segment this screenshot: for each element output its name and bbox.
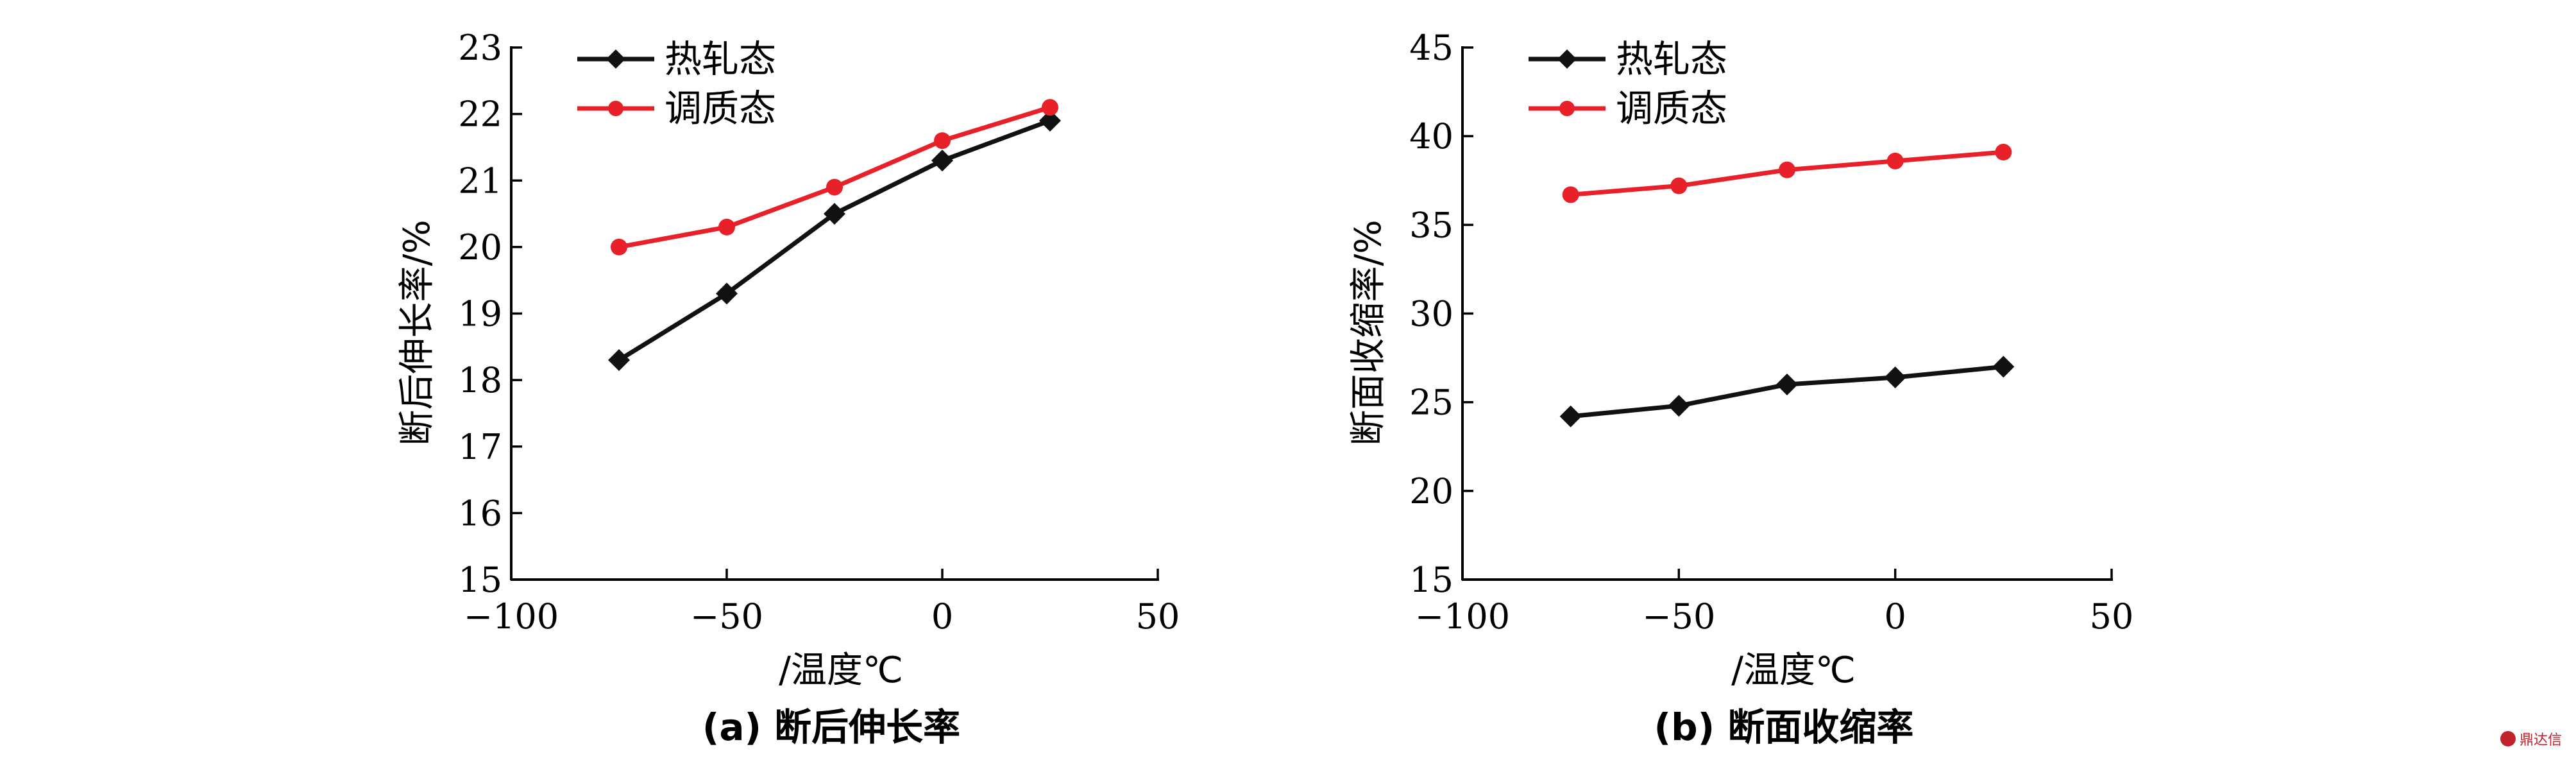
data-point-circle xyxy=(934,132,951,150)
watermark-logo-icon xyxy=(2500,731,2516,746)
data-point-circle xyxy=(611,238,627,255)
y-tick-label: 35 xyxy=(1409,205,1453,245)
data-point-circle xyxy=(718,218,735,236)
watermark: 鼎达信 xyxy=(2500,728,2562,749)
y-axis-label: 断面收缩率/% xyxy=(1348,220,1389,445)
x-tick-label: 50 xyxy=(1136,596,1180,637)
legend-marker-circle xyxy=(608,101,623,116)
data-point-diamond xyxy=(931,150,953,172)
panel-caption: (b) 断面收缩率 xyxy=(1654,705,1914,749)
chart-panel-a: 15 16 17 18 19 20 21 22 23 −100 −50 0 50/温度℃ 断后伸长率/% 热… xyxy=(396,28,1180,749)
data-point-circle xyxy=(1886,152,1904,169)
data-point-diamond xyxy=(1668,395,1690,417)
y-tick-label: 25 xyxy=(1409,383,1453,423)
panel-label: (b) xyxy=(1654,705,1715,749)
x-tick-label: −100 xyxy=(464,596,559,637)
data-point-circle xyxy=(1042,99,1058,116)
x-tick-label: 0 xyxy=(1884,596,1906,637)
x-tick-label: −100 xyxy=(1415,596,1510,637)
data-point-diamond xyxy=(1776,374,1798,396)
y-tick-label: 22 xyxy=(458,94,502,135)
x-tick-label: −50 xyxy=(690,596,763,637)
legend-marker-diamond xyxy=(606,49,625,69)
series-line-hot-rolled xyxy=(618,118,1051,363)
panel-title: 断后伸长率 xyxy=(774,705,960,749)
data-point-diamond xyxy=(1559,405,1582,427)
data-point-circle xyxy=(1779,161,1795,178)
y-tick-label: 45 xyxy=(1409,28,1453,68)
data-point-circle xyxy=(1562,186,1579,203)
chart-panel-b: 15 20 25 30 35 40 45 −100 −50 0 50/温度℃ 断面收缩率/% 热轧态调质… xyxy=(1348,28,2133,749)
y-tick-label: 21 xyxy=(458,160,502,201)
data-point-diamond xyxy=(716,282,738,305)
data-point-diamond xyxy=(608,349,630,372)
y-tick-label: 15 xyxy=(458,560,502,600)
y-tick-label: 17 xyxy=(458,427,502,467)
x-axis-label: /温度℃ xyxy=(779,650,903,691)
legend-marker-circle xyxy=(1559,101,1575,116)
legend-label: 热轧态 xyxy=(1616,37,1727,81)
data-point-diamond xyxy=(824,203,845,225)
data-point-diamond xyxy=(1884,366,1906,388)
x-tick-label: −50 xyxy=(1642,596,1715,637)
y-tick-label: 23 xyxy=(458,28,502,68)
legend-label: 调质态 xyxy=(665,87,776,130)
y-tick-label: 30 xyxy=(1409,294,1453,334)
data-point-diamond xyxy=(1992,356,2015,378)
y-tick-label: 20 xyxy=(1409,471,1453,512)
data-point-circle xyxy=(1995,144,2012,161)
y-tick-label: 15 xyxy=(1409,560,1453,600)
y-tick-label: 40 xyxy=(1409,116,1453,157)
panel-caption: (a) 断后伸长率 xyxy=(702,705,960,749)
data-point-diamond xyxy=(1039,109,1061,132)
legend-label: 热轧态 xyxy=(665,37,776,81)
panel-label: (a) xyxy=(702,705,761,749)
panel-title: 断面收缩率 xyxy=(1727,705,1913,749)
x-axis-label: /温度℃ xyxy=(1731,650,1856,691)
y-tick-label: 20 xyxy=(458,227,502,268)
data-point-circle xyxy=(826,178,843,196)
y-tick-label: 16 xyxy=(458,493,502,533)
x-tick-label: 50 xyxy=(2090,596,2134,637)
legend-marker-diamond xyxy=(1557,49,1577,69)
data-point-circle xyxy=(1670,177,1688,194)
y-tick-label: 18 xyxy=(458,360,502,401)
x-tick-label: 0 xyxy=(931,596,953,637)
y-axis-label: 断后伸长率/% xyxy=(396,220,438,445)
y-tick-label: 19 xyxy=(458,294,502,334)
legend-label: 调质态 xyxy=(1616,87,1727,130)
watermark-text: 鼎达信 xyxy=(2519,732,2562,748)
